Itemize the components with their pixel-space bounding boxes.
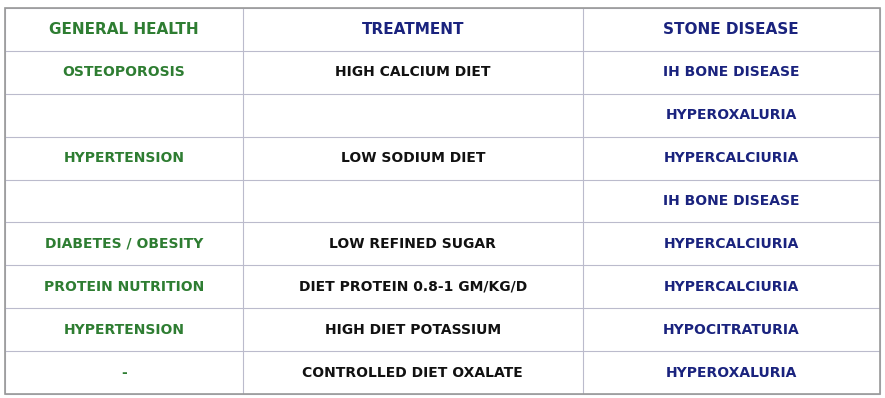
Text: PROTEIN NUTRITION: PROTEIN NUTRITION — [44, 280, 204, 294]
Text: HYPEROXALURIA: HYPEROXALURIA — [666, 108, 796, 122]
Text: IH BONE DISEASE: IH BONE DISEASE — [663, 65, 799, 79]
Text: CONTROLLED DIET OXALATE: CONTROLLED DIET OXALATE — [303, 365, 523, 380]
Text: HYPERCALCIURIA: HYPERCALCIURIA — [664, 237, 799, 251]
Text: IH BONE DISEASE: IH BONE DISEASE — [663, 194, 799, 208]
Text: OSTEOPOROSIS: OSTEOPOROSIS — [63, 65, 185, 79]
Text: DIET PROTEIN 0.8-1 GM/KG/D: DIET PROTEIN 0.8-1 GM/KG/D — [298, 280, 527, 294]
Text: HYPOCITRATURIA: HYPOCITRATURIA — [663, 323, 800, 337]
Text: HIGH DIET POTASSIUM: HIGH DIET POTASSIUM — [325, 323, 501, 337]
Text: HYPERCALCIURIA: HYPERCALCIURIA — [664, 280, 799, 294]
Text: GENERAL HEALTH: GENERAL HEALTH — [50, 22, 199, 37]
Text: STONE DISEASE: STONE DISEASE — [664, 22, 799, 37]
Text: HYPERTENSION: HYPERTENSION — [64, 323, 184, 337]
Text: LOW SODIUM DIET: LOW SODIUM DIET — [341, 151, 485, 165]
Text: TREATMENT: TREATMENT — [361, 22, 464, 37]
Text: LOW REFINED SUGAR: LOW REFINED SUGAR — [329, 237, 496, 251]
Text: DIABETES / OBESITY: DIABETES / OBESITY — [45, 237, 204, 251]
Text: HYPERCALCIURIA: HYPERCALCIURIA — [664, 151, 799, 165]
Text: HIGH CALCIUM DIET: HIGH CALCIUM DIET — [335, 65, 490, 79]
Text: -: - — [121, 365, 127, 380]
Text: HYPERTENSION: HYPERTENSION — [64, 151, 184, 165]
Text: HYPEROXALURIA: HYPEROXALURIA — [666, 365, 796, 380]
